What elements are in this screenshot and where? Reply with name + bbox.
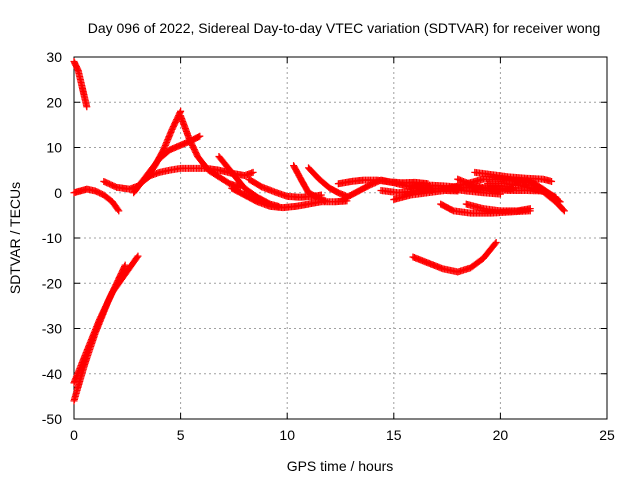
data-point bbox=[548, 177, 556, 185]
series-arc-12 bbox=[290, 162, 330, 205]
data-point bbox=[121, 261, 129, 269]
y-tick-label: 30 bbox=[46, 49, 62, 65]
series-arc-1 bbox=[70, 58, 91, 111]
data-point bbox=[133, 253, 141, 261]
y-tick-label: -10 bbox=[42, 230, 62, 246]
data-point bbox=[134, 252, 142, 260]
series-arc-17 bbox=[390, 186, 462, 204]
y-tick-label: -40 bbox=[42, 366, 62, 382]
data-point bbox=[322, 197, 330, 205]
data-point bbox=[555, 197, 563, 205]
data-point bbox=[491, 240, 499, 248]
series-arc-27 bbox=[409, 239, 500, 276]
x-tick-label: 10 bbox=[279, 427, 295, 443]
y-tick-label: -30 bbox=[42, 321, 62, 337]
series-arc-23 bbox=[471, 168, 556, 185]
axis-ticks: 0 5 10 15 20 25 -50 -40 -30 -20 -10 0 10 20 30 bbox=[42, 49, 615, 443]
data-points bbox=[70, 58, 568, 405]
series-arc-22 bbox=[437, 200, 534, 217]
chart-title: Day 096 of 2022, Sidereal Day-to-day VTE… bbox=[88, 20, 601, 36]
series-arc-15 bbox=[334, 176, 432, 188]
y-tick-label: 20 bbox=[46, 94, 62, 110]
data-point bbox=[560, 207, 568, 215]
y-tick-label: -50 bbox=[42, 411, 62, 427]
data-point bbox=[176, 109, 184, 117]
x-tick-label: 20 bbox=[493, 427, 509, 443]
x-axis-label: GPS time / hours bbox=[287, 458, 394, 474]
data-point bbox=[249, 168, 257, 176]
series-arc-13 bbox=[305, 164, 351, 200]
x-tick-label: 5 bbox=[177, 427, 185, 443]
y-tick-label: 10 bbox=[46, 140, 62, 156]
series-arc-26 bbox=[531, 180, 564, 206]
data-point bbox=[526, 207, 534, 215]
data-point bbox=[114, 206, 122, 214]
data-point bbox=[492, 239, 500, 247]
data-point bbox=[121, 263, 129, 271]
series-arc-4 bbox=[70, 185, 123, 215]
data-point bbox=[556, 198, 564, 206]
series-arc-3 bbox=[70, 252, 142, 387]
y-tick-label: 0 bbox=[54, 185, 62, 201]
y-tick-label: -20 bbox=[42, 275, 62, 291]
data-point bbox=[559, 206, 567, 214]
data-point bbox=[115, 207, 123, 215]
data-point bbox=[83, 103, 91, 111]
data-point bbox=[196, 132, 204, 140]
x-tick-label: 15 bbox=[386, 427, 402, 443]
x-tick-label: 0 bbox=[70, 427, 78, 443]
grid-lines bbox=[74, 57, 607, 419]
x-tick-label: 25 bbox=[599, 427, 615, 443]
y-axis-label: SDTVAR / TECUs bbox=[7, 182, 23, 294]
